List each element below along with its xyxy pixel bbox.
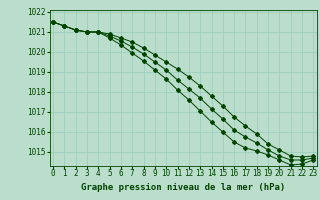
X-axis label: Graphe pression niveau de la mer (hPa): Graphe pression niveau de la mer (hPa) xyxy=(81,183,285,192)
